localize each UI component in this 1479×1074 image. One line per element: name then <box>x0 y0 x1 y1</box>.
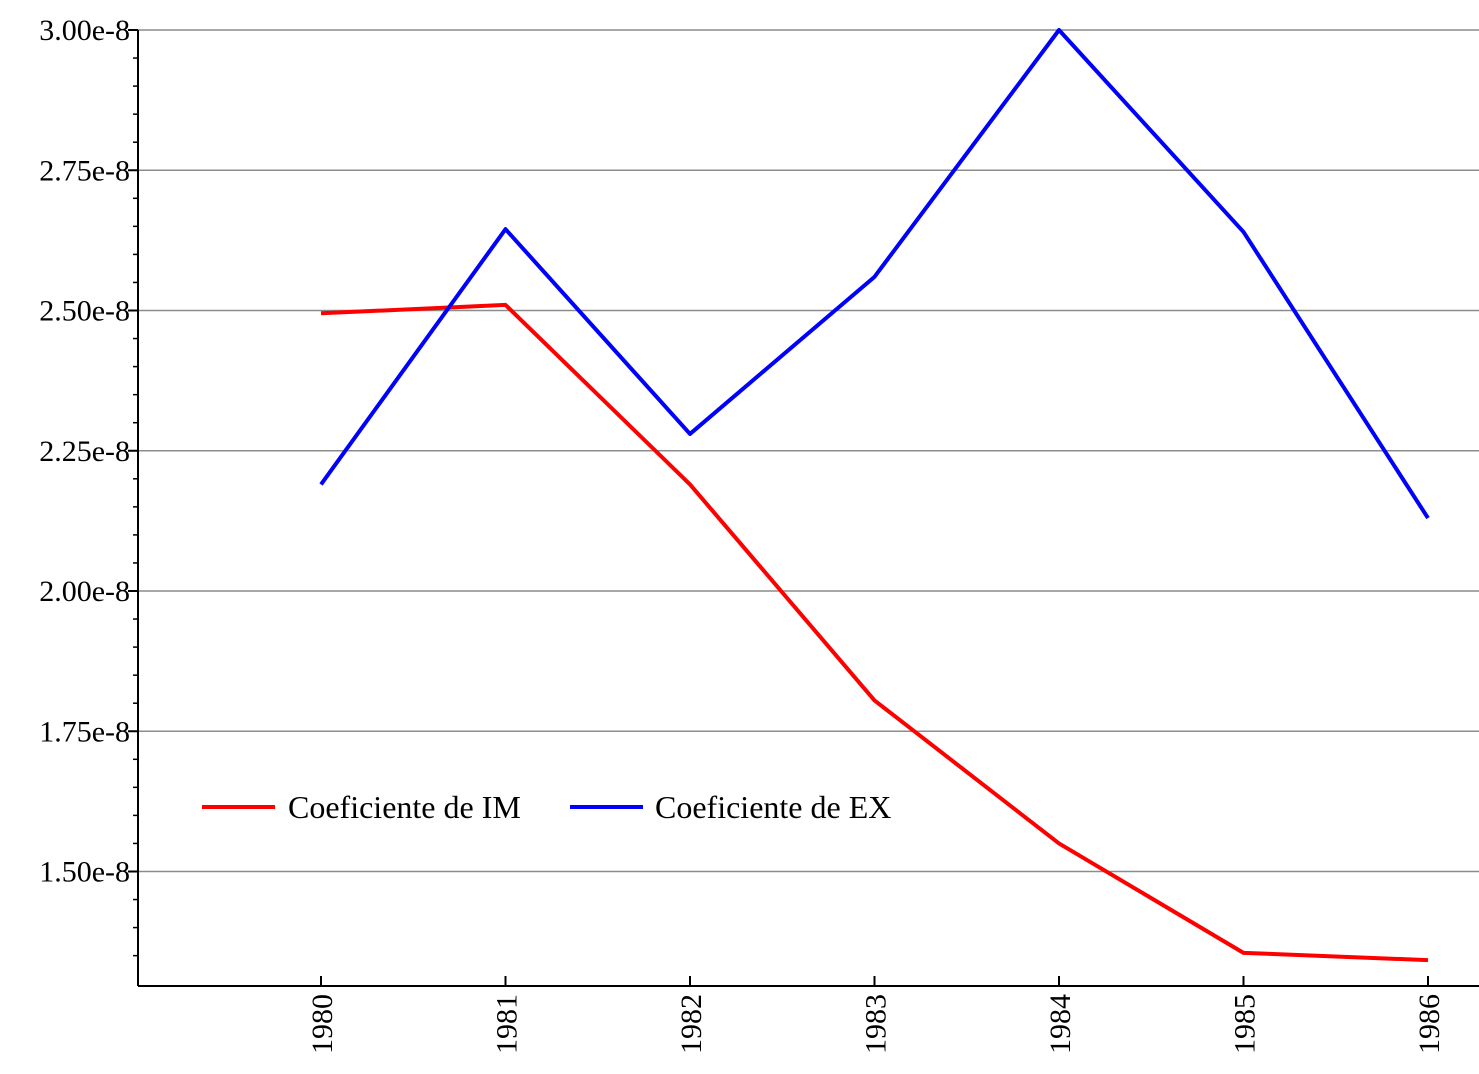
y-tick-label: 1.75e-8 <box>39 715 130 748</box>
x-tick-label: 1983 <box>860 994 893 1054</box>
x-tick-label: 1986 <box>1413 994 1446 1054</box>
y-tick-label: 2.00e-8 <box>39 575 130 608</box>
series-line-1 <box>319 28 1430 520</box>
series-lines <box>319 28 1430 963</box>
y-tick-label: 1.50e-8 <box>39 856 130 889</box>
x-tick-label: 1981 <box>491 994 524 1054</box>
y-tick-label: 3.00e-8 <box>39 14 130 47</box>
x-tick-label: 1980 <box>306 994 339 1054</box>
axes <box>137 30 1479 987</box>
x-axis-ticks: 1980 1981 1982 1983 1984 1985 1986 <box>306 976 1446 1054</box>
y-axis-ticks: 1.50e-8 1.75e-8 2.00e-8 2.25e-8 2.50e-8 2.75e… <box>39 14 138 957</box>
legend-label: Coeficiente de IM <box>288 789 521 825</box>
series-line-0 <box>320 302 1429 963</box>
legend: Coeficiente de IM Coeficiente de EX <box>202 789 891 825</box>
grid-lines <box>138 29 1479 873</box>
y-tick-label: 2.75e-8 <box>39 154 130 187</box>
legend-item: Coeficiente de IM <box>202 789 521 825</box>
y-tick-label: 2.50e-8 <box>39 295 130 328</box>
x-tick-label: 1982 <box>675 994 708 1054</box>
y-tick-label: 2.25e-8 <box>39 435 130 468</box>
x-tick-label: 1985 <box>1229 994 1262 1054</box>
x-tick-label: 1984 <box>1044 994 1077 1054</box>
legend-label: Coeficiente de EX <box>655 789 891 825</box>
legend-item: Coeficiente de EX <box>570 789 891 825</box>
